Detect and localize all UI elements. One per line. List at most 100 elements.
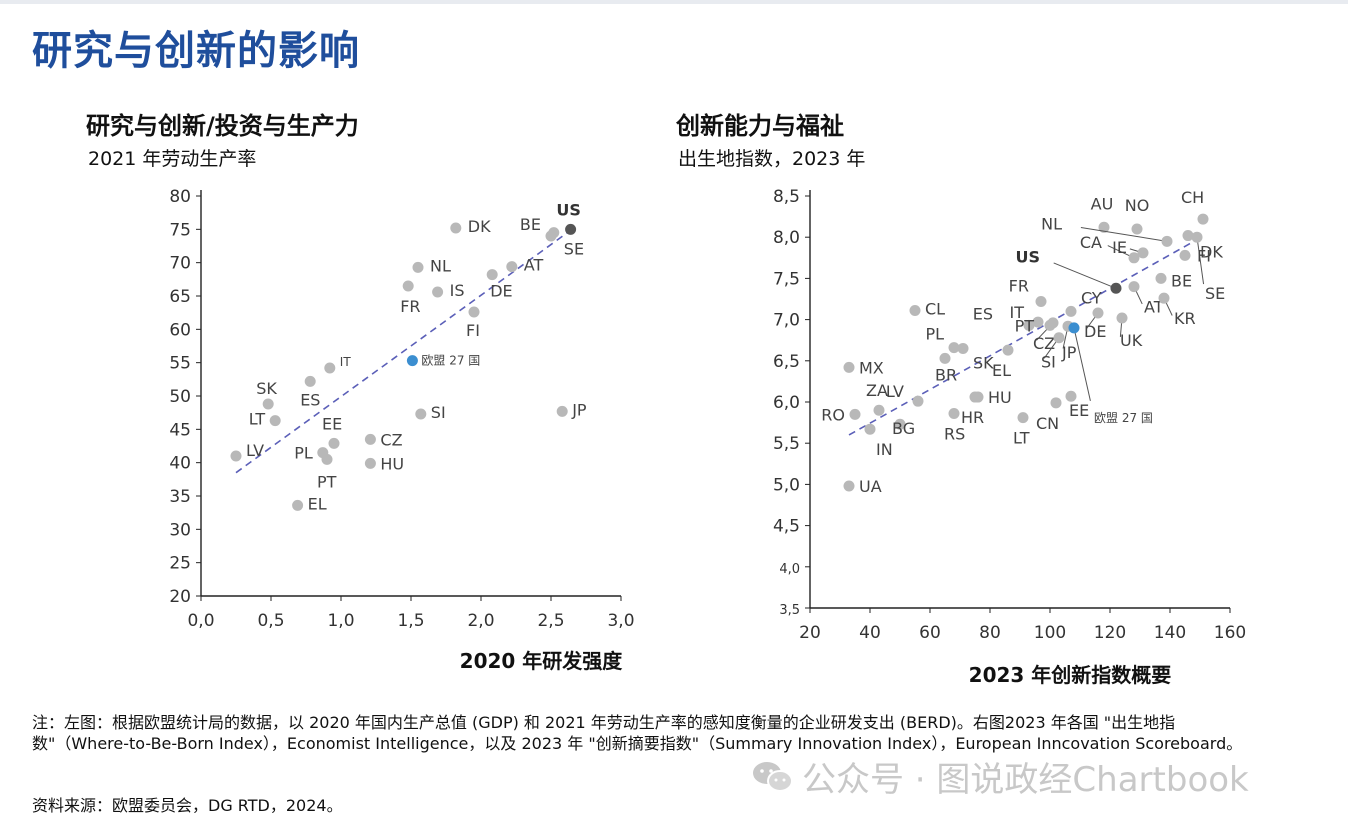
y-tick-label: 7,5 [773,269,800,289]
point-IS [432,286,444,298]
point-label-BE: BE [1171,271,1192,290]
point-label-ES: ES [973,304,993,323]
point-label-FI: FI [1197,246,1211,265]
point-AT [1128,281,1140,293]
left-chart-title: 研究与创新/投资与生产力 [86,112,359,140]
point-label-CH: CH [1181,188,1204,207]
point-AT [506,261,518,273]
point-SI [1053,332,1065,344]
y-tick-label: 20 [169,587,191,607]
point-label-IT: IT [1010,303,1025,322]
point-PL [948,342,960,354]
x-axis-label: 2020 年研发强度 [460,649,624,673]
point-FR [1035,295,1047,307]
y-tick-label: 75 [169,220,191,240]
source-line: 资料来源：欧盟委员会，DG RTD，2024。 [32,796,343,815]
point-label-SI: SI [1041,353,1056,372]
point-FI [1179,249,1191,261]
point-label-IT: IT [340,355,352,369]
y-tick-label: 4,5 [773,517,800,537]
point-RS [948,408,960,420]
point-EL [292,499,304,511]
point-label-BE: BE [520,215,541,234]
point-label-SK: SK [256,379,277,398]
x-tick-label: 120 [1094,623,1126,643]
point-SK [262,398,274,410]
point-label-FR: FR [400,297,420,316]
leader-line [1196,237,1205,285]
point-UA [843,480,855,492]
point-label-NO: NO [1125,196,1150,215]
y-tick-label: 5,0 [773,475,800,495]
point-label-DK: DK [468,217,491,236]
point-label-CN: CN [1036,414,1059,433]
y-tick-label: 7,0 [773,311,800,331]
point-FR [402,280,414,292]
point-ZA [873,404,885,416]
point-CY [1065,305,1077,317]
point-JP [556,405,568,417]
point-label-US: US [1015,247,1040,266]
point-LV [912,395,924,407]
y-tick-label: 40 [169,454,191,474]
point-SI [415,408,427,420]
point-label-EE: EE [1069,401,1089,420]
point-label-NL: NL [430,256,451,275]
point-US [565,223,577,235]
y-tick-label: 5,5 [773,434,800,454]
right-chart-ylabel: 出生地指数，2023 年 [678,148,866,170]
y-tick-label: 80 [169,187,191,207]
point-BE [1155,272,1167,284]
point-label-BG: BG [892,419,915,438]
point-label-US: US [556,200,581,219]
point-label-UK: UK [1120,331,1143,350]
point-label-欧盟 27 国: 欧盟 27 国 [421,354,480,368]
point-label-DE: DE [1084,322,1106,341]
point-label-SK: SK [973,353,994,372]
point-label-CZ: CZ [380,430,402,449]
point-label-CZ: CZ [1033,334,1055,353]
y-tick-label: 60 [169,320,191,340]
trendline [848,240,1195,436]
point-CA [1128,252,1140,264]
point-label-HR: HR [961,408,984,427]
point-EE [1065,390,1077,402]
leader-line [1080,226,1168,242]
wechat-icon [752,760,794,794]
watermark: 公众号 · 图说政经Chartbook [752,752,1249,801]
trendline [235,228,573,474]
point-EL [1002,344,1014,356]
x-tick-label: 1,0 [327,611,354,631]
left-chart-ylabel: 2021 年劳动生产率 [88,148,257,170]
point-NL [1161,235,1173,247]
point-欧盟 27 国 [406,355,418,367]
point-IN [864,423,876,435]
x-tick-label: 0,0 [187,611,214,631]
point-label-RS: RS [944,425,965,444]
point-NL [412,261,424,273]
point-HR [969,391,981,403]
point-label-EL: EL [992,361,1011,380]
x-tick-label: 140 [1154,623,1186,643]
point-label-BR: BR [935,365,957,384]
point-欧盟 27 国 [1068,322,1080,334]
point-SK [957,342,969,354]
point-LV [230,450,242,462]
y-tick-label: 8,5 [773,187,800,207]
point-BG [894,418,906,430]
point-SE [548,227,560,239]
point-label-CA: CA [1080,233,1102,252]
point-DE [1092,307,1104,319]
point-label-ZA: ZA [866,381,888,400]
footnote: 注：左图：根据欧盟统计局的数据，以 2020 年国内生产总值 (GDP) 和 2… [32,713,1243,753]
x-tick-label: 0,5 [257,611,284,631]
y-tick-label: 30 [169,520,191,540]
point-label-DE: DE [490,282,512,301]
point-label-HU: HU [988,388,1012,407]
point-label-PL: PL [925,325,944,344]
y-tick-label: 50 [169,387,191,407]
y-tick-label: 6,0 [773,393,800,413]
leader-line [1073,327,1091,402]
point-label-PT: PT [1015,316,1035,335]
